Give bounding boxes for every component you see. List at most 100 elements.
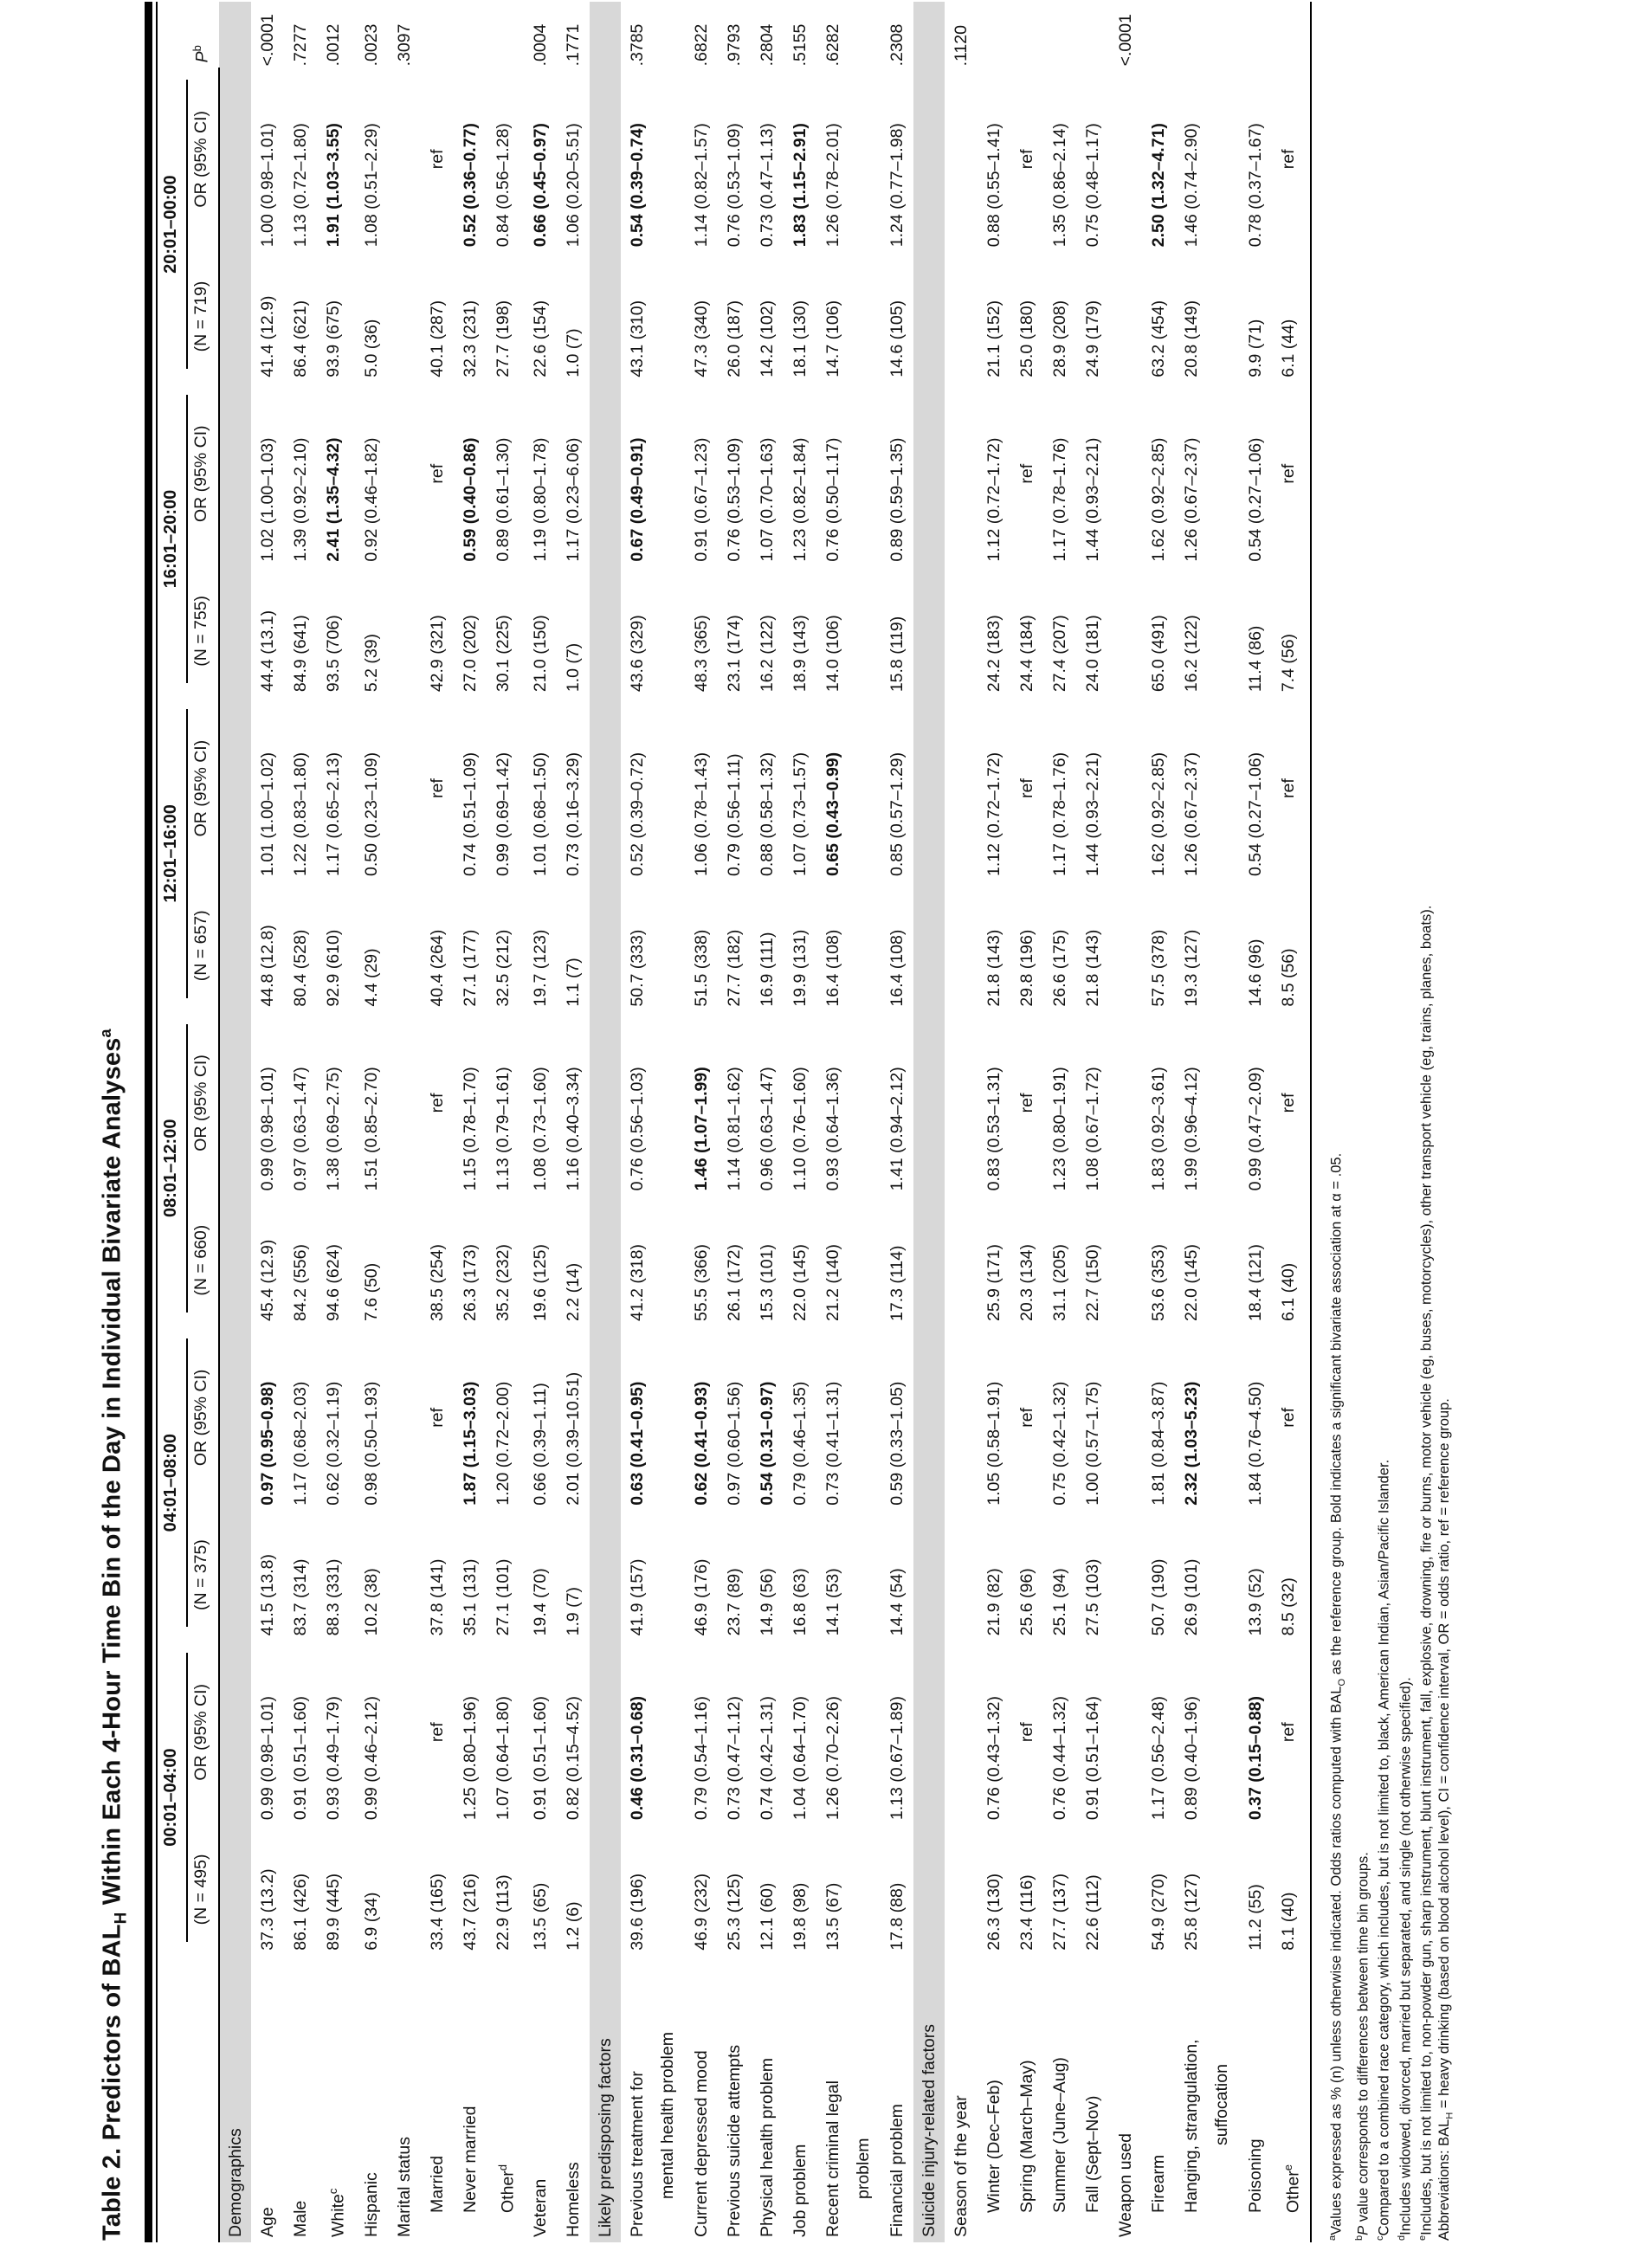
text-segment: = heavy drinking (based on blood alcohol…	[1436, 1398, 1452, 2112]
odds-ratio-cell: ref	[1279, 1722, 1299, 1743]
percent-n-cell	[945, 252, 978, 383]
percent-n-cell: 19.7 (123)	[531, 929, 551, 1007]
odds-ratio-cell: 0.97 (0.95–0.98)	[258, 1381, 278, 1506]
odds-ratio-cell: ref	[1017, 1093, 1037, 1113]
odds-ratio-cell: 1.01 (1.00–1.02)	[258, 751, 278, 876]
odds-ratio-cell: ref	[427, 149, 447, 170]
odds-ratio-cell: 1.99 (0.96–4.12)	[1182, 1067, 1202, 1191]
odds-ratio-cell: 0.54 (0.39–0.74)	[628, 123, 648, 248]
p-value-cell	[1175, 2, 1239, 68]
odds-ratio-cell: 1.62 (0.92–2.85)	[1149, 437, 1169, 562]
percent-n-cell	[388, 1196, 421, 1326]
percent-n-cell: 51.5 (338)	[692, 929, 712, 1007]
row-label: Hanging, strangulation, suffocation	[1175, 1956, 1239, 2242]
row-label: Age	[251, 1956, 284, 2242]
odds-ratio-cell: ref	[427, 1407, 447, 1428]
percent-n-cell: 7.6 (50)	[361, 1262, 381, 1321]
percent-n-cell: 22.0 (145)	[1182, 1244, 1202, 1321]
percent-n-cell: 27.7 (198)	[493, 300, 513, 377]
percent-n-cell: 12.1 (60)	[758, 1882, 778, 1951]
percent-n-cell: 24.2 (183)	[984, 615, 1004, 693]
percent-n-cell: 44.4 (13.1)	[258, 610, 278, 693]
odds-ratio-cell: 1.17 (0.23–6.06)	[564, 437, 584, 562]
p-value-cell	[1272, 2, 1311, 68]
row-label: Othere	[1272, 1956, 1311, 2242]
table-row: Veteran 13.5 (65) 0.91 (0.51–1.60) 19.4 (70…	[524, 2, 557, 2242]
row-label: Male	[284, 1956, 317, 2242]
table-row: Whitec 89.9 (445) 0.93 (0.49–1.79) 88.3 (33…	[317, 2, 355, 2242]
odds-ratio-cell: 1.26 (0.67–2.37)	[1182, 751, 1202, 876]
row-label-text: Financial problem	[887, 2104, 907, 2237]
odds-ratio-cell: 1.16 (0.40–3.34)	[564, 1067, 584, 1191]
percent-n-cell	[388, 881, 421, 1012]
section-header-label: Suicide injury-related factors	[913, 2, 945, 2242]
row-label-text: Fall (Sept–Nov)	[1083, 2095, 1103, 2213]
percent-n-cell: 14.6 (105)	[887, 300, 907, 377]
odds-ratio-cell: 1.84 (0.76–4.50)	[1246, 1381, 1266, 1506]
odds-ratio-cell: 1.07 (0.64–1.80)	[493, 1696, 513, 1821]
odds-ratio-cell: 0.91 (0.51–1.60)	[291, 1696, 311, 1821]
percent-n-cell: 86.4 (621)	[291, 300, 311, 377]
percent-n-cell: 26.0 (187)	[725, 300, 745, 377]
percent-n-cell: 37.3 (13.2)	[258, 1868, 278, 1951]
odds-ratio-cell: 0.82 (0.15–4.52)	[564, 1696, 584, 1821]
odds-ratio-cell: 1.46 (0.74–2.90)	[1182, 123, 1202, 248]
odds-ratio-cell: 0.79 (0.46–1.35)	[791, 1381, 810, 1506]
odds-ratio-cell: 1.14 (0.82–1.57)	[692, 123, 712, 248]
percent-n-cell: 84.9 (641)	[291, 615, 311, 693]
percent-n-cell: 27.7 (182)	[725, 929, 745, 1007]
odds-ratio-cell: 1.00 (0.98–1.01)	[258, 123, 278, 248]
percent-n-cell: 45.4 (12.9)	[258, 1239, 278, 1321]
odds-ratio-cell: 0.99 (0.46–2.12)	[361, 1696, 381, 1821]
percent-n-cell: 44.8 (12.8)	[258, 925, 278, 1007]
percent-n-cell: 27.4 (207)	[1050, 615, 1070, 693]
table-row: Physical health problem 12.1 (60) 0.74 (0.…	[751, 2, 784, 2242]
odds-ratio-cell: ref	[427, 463, 447, 484]
odds-ratio-cell	[1109, 68, 1142, 252]
percent-n-cell: 46.9 (232)	[692, 1873, 712, 1951]
section-row: Demographics	[219, 2, 252, 2242]
odds-ratio-cell: 0.99 (0.47–2.09)	[1246, 1067, 1266, 1191]
percent-n-cell	[945, 1196, 978, 1326]
odds-ratio-cell: 1.13 (0.79–1.61)	[493, 1067, 513, 1191]
p-value-cell: <.0001	[1116, 14, 1136, 67]
odds-ratio-cell: 2.41 (1.35–4.32)	[324, 437, 344, 562]
row-label: Veteran	[524, 1956, 557, 2242]
odds-ratio-cell: 0.73 (0.47–1.12)	[725, 1696, 745, 1821]
row-label-header	[157, 1956, 188, 2242]
row-label: Fall (Sept–Nov)	[1076, 1956, 1109, 2242]
table-row: Recent criminal legal problem 13.5 (67) 1.2…	[816, 2, 881, 2242]
odds-ratio-cell: 1.81 (0.84–3.87)	[1149, 1381, 1169, 1506]
superscript-text: a	[1326, 2235, 1338, 2241]
table-row: Current depressed mood 46.9 (232) 0.79 (0.…	[685, 2, 718, 2242]
percent-n-cell: 1.0 (7)	[564, 642, 584, 693]
odds-ratio-cell: 1.35 (0.86–2.14)	[1050, 123, 1070, 248]
percent-n-cell: 93.9 (675)	[324, 300, 344, 377]
p-value-cell: .1120	[952, 25, 971, 67]
odds-ratio-cell: 0.85 (0.57–1.29)	[887, 751, 907, 876]
odds-ratio-cell	[945, 1012, 978, 1196]
odds-ratio-cell: 1.17 (0.78–1.76)	[1050, 437, 1070, 562]
odds-ratio-cell: 1.44 (0.93–2.21)	[1083, 437, 1103, 562]
percent-n-cell: 21.8 (143)	[984, 929, 1004, 1007]
percent-n-cell: 19.8 (98)	[791, 1882, 810, 1951]
row-label: Physical health problem	[751, 1956, 784, 2242]
odds-ratio-cell: ref	[1279, 463, 1299, 484]
percent-n-cell: 21.2 (140)	[823, 1244, 843, 1321]
percent-n-cell	[1109, 567, 1142, 698]
percent-n-cell: 17.3 (114)	[887, 1245, 907, 1321]
percent-n-cell: 26.9 (101)	[1182, 1558, 1202, 1636]
odds-ratio-cell: ref	[1279, 1093, 1299, 1113]
percent-n-cell	[1109, 881, 1142, 1012]
odds-ratio-cell	[945, 697, 978, 881]
footnote-line: aValues expressed as % (n) unless otherw…	[1324, 24, 1351, 2241]
table-row: Homeless 1.2 (6) 0.82 (0.15–4.52) 1.9 (7) 2.…	[557, 2, 590, 2242]
percent-n-cell: 41.5 (13.8)	[258, 1554, 278, 1636]
table-row: Age 37.3 (13.2) 0.99 (0.98–1.01) 41.5 (13.8…	[251, 2, 284, 2242]
percent-n-cell: 94.6 (624)	[324, 1244, 344, 1321]
percent-n-cell: 30.1 (225)	[493, 615, 513, 693]
row-label-text: Job problem	[791, 2144, 810, 2237]
or-ci-header: OR (95% CI)	[188, 697, 220, 881]
time-bin-label: 04:01–08:00	[158, 1338, 189, 1628]
row-label-text: Other	[498, 2170, 518, 2213]
